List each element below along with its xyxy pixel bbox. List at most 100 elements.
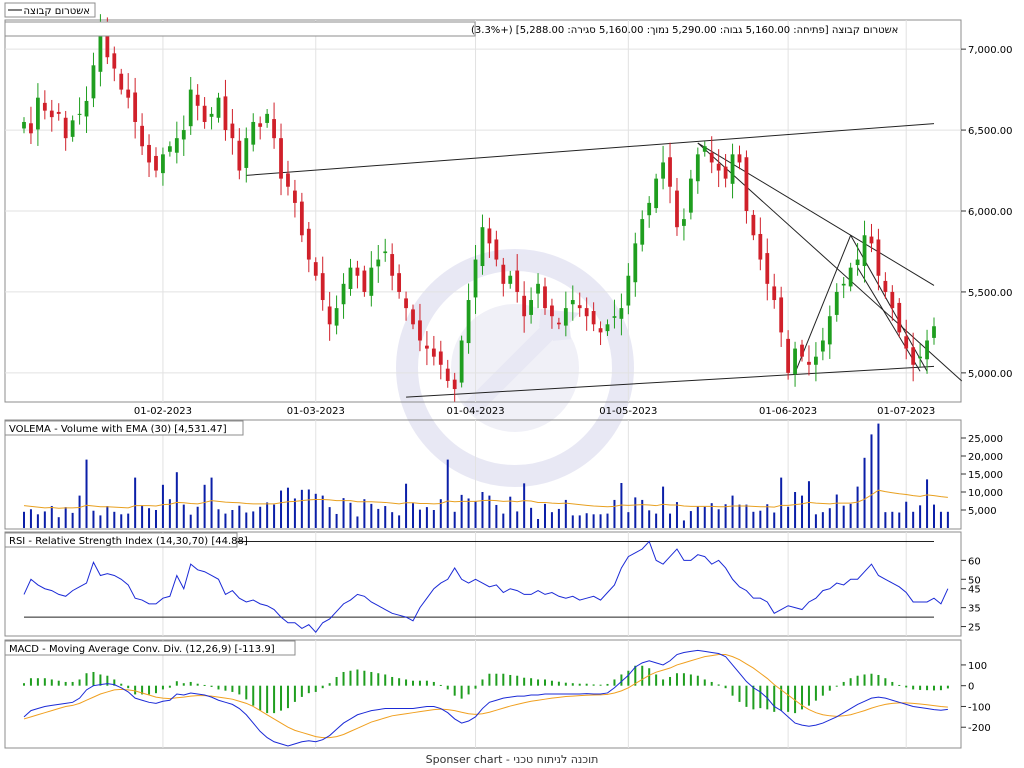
candle-body xyxy=(306,228,311,260)
candle-body xyxy=(584,308,589,317)
candle-body xyxy=(286,173,290,187)
macd-histogram-bar xyxy=(745,685,748,707)
macd-histogram-bar xyxy=(870,673,873,686)
x-tick-label: 01-05-2023 xyxy=(599,406,657,417)
candle-body xyxy=(612,316,617,318)
macd-histogram-bar xyxy=(335,676,338,686)
macd-histogram-bar xyxy=(391,676,394,686)
volume-tick-label: 10,000 xyxy=(968,488,1003,499)
volume-bar xyxy=(696,506,699,528)
candle-body xyxy=(167,146,172,152)
volume-bar xyxy=(412,503,415,528)
volume-bar xyxy=(717,509,720,528)
macd-line xyxy=(23,649,948,747)
candle-body xyxy=(932,326,936,338)
volume-bar xyxy=(92,510,95,528)
candle-body xyxy=(473,259,478,298)
ohlc-label: אשטרום קבוצה [פתיחה: 5,160.00 גבוה: 5,29… xyxy=(471,25,898,36)
candle-body xyxy=(668,157,672,187)
macd-histogram-bar xyxy=(488,673,491,686)
volume-bar xyxy=(509,496,512,528)
macd-histogram-bar xyxy=(550,680,553,686)
volume-bar xyxy=(127,513,130,528)
volume-bar xyxy=(946,511,949,528)
candle-body xyxy=(598,328,603,333)
macd-histogram-bar xyxy=(64,681,67,686)
volume-bar xyxy=(821,512,824,528)
macd-histogram-bar xyxy=(210,685,213,687)
macd-histogram-bar xyxy=(634,665,637,686)
macd-histogram-bar xyxy=(530,678,533,686)
candle-body xyxy=(751,214,756,236)
candle-body xyxy=(341,283,346,305)
macd-histogram-bar xyxy=(189,681,192,686)
volume-bar xyxy=(724,504,727,528)
rsi-tick-label: 45 xyxy=(968,585,981,596)
candle-body xyxy=(855,259,860,266)
candle-body xyxy=(730,154,735,184)
macd-histogram-bar xyxy=(342,671,345,686)
volume-bar xyxy=(259,506,262,528)
macd-histogram-bar xyxy=(231,685,234,692)
macd-histogram-bar xyxy=(384,674,387,686)
candle-body xyxy=(161,154,165,174)
macd-panel xyxy=(4,639,962,749)
candle-body xyxy=(758,233,763,260)
volume-bar xyxy=(537,519,540,528)
candle-body xyxy=(216,97,221,118)
candle-body xyxy=(293,190,297,203)
volume-tick-label: 20,000 xyxy=(968,452,1003,463)
macd-histogram-bar xyxy=(606,683,609,686)
volume-bar xyxy=(675,502,678,528)
volume-bar xyxy=(495,504,498,528)
macd-histogram-bar xyxy=(412,680,415,686)
macd-histogram-bar xyxy=(919,685,922,690)
trendline xyxy=(794,235,852,374)
volume-bar xyxy=(752,511,755,528)
macd-histogram-bar xyxy=(127,685,130,689)
candle-body xyxy=(536,283,540,294)
volume-bar xyxy=(182,504,185,528)
volume-bar xyxy=(682,520,685,528)
volume-bar xyxy=(64,507,67,528)
volume-bar xyxy=(71,512,74,528)
macd-histogram-bar xyxy=(710,681,713,686)
candle-body xyxy=(29,123,33,134)
volume-bar xyxy=(134,477,137,528)
macd-histogram-bar xyxy=(912,685,915,690)
volume-bar xyxy=(613,499,616,528)
candle-body xyxy=(147,144,151,163)
trendline xyxy=(406,365,935,398)
volume-bar xyxy=(634,497,637,528)
macd-histogram-bar xyxy=(780,685,783,711)
price-tick-label: 6,000.00 xyxy=(968,207,1013,218)
trendline xyxy=(697,142,963,382)
sponsor-footer: Sponser chart - תוכנה לניתוח טכני xyxy=(426,753,599,766)
macd-histogram-bar xyxy=(425,680,428,686)
volume-bar xyxy=(648,510,651,528)
macd-histogram-bar xyxy=(523,677,526,686)
volume-bar xyxy=(856,486,859,528)
candle-body xyxy=(675,190,679,228)
volume-bar xyxy=(599,514,602,528)
volume-bar xyxy=(120,514,123,528)
candle-body xyxy=(654,178,659,209)
candle-body xyxy=(911,347,916,365)
volume-bar xyxy=(307,489,310,528)
candle-body xyxy=(633,243,638,283)
volume-bar xyxy=(196,506,199,528)
volume-bar xyxy=(432,510,435,528)
macd-histogram-bar xyxy=(807,685,810,706)
candle-body xyxy=(550,305,554,317)
macd-histogram-bar xyxy=(578,683,581,686)
volume-bar xyxy=(280,490,283,528)
macd-histogram-bar xyxy=(717,684,720,686)
volume-bar xyxy=(807,481,810,528)
volume-bar xyxy=(842,505,845,528)
candle-body xyxy=(883,280,888,292)
price-tick-label: 7,000.00 xyxy=(968,45,1013,56)
volume-bar xyxy=(238,505,241,528)
candle-body xyxy=(501,264,506,284)
candle-body xyxy=(925,340,929,360)
volume-bar xyxy=(787,506,790,528)
